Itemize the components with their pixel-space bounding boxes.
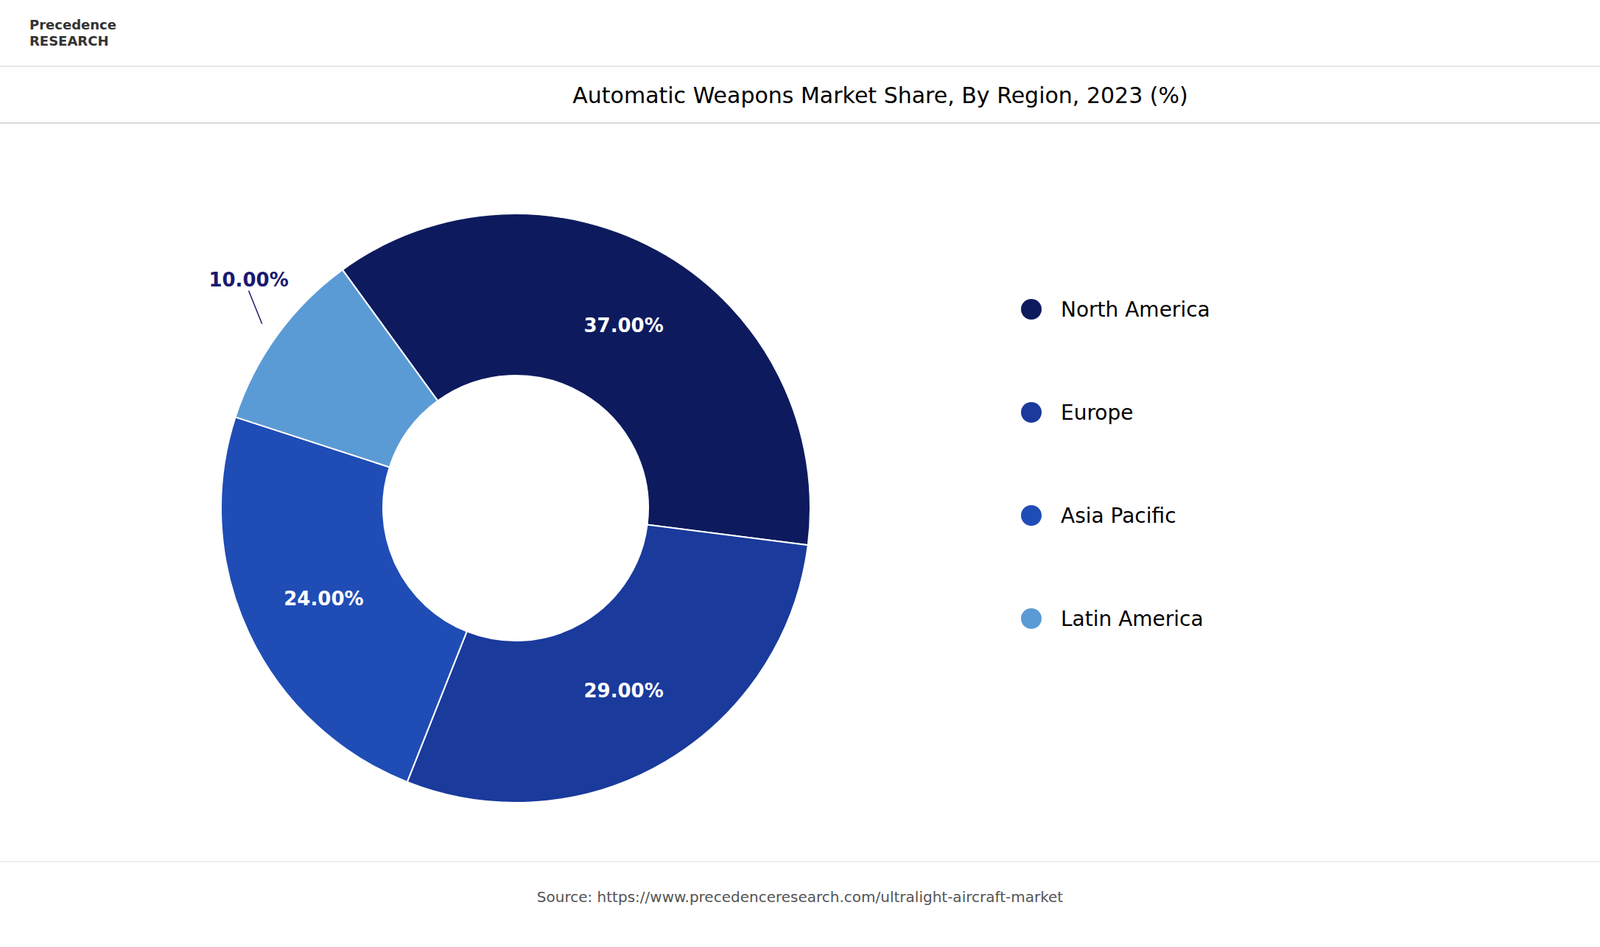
legend-label: Asia Pacific xyxy=(1060,503,1177,529)
source-text: Source: https://www.precedenceresearch.c… xyxy=(537,888,1064,907)
legend-swatch xyxy=(1020,299,1042,320)
legend-label: Latin America xyxy=(1060,606,1204,632)
data-label: 10.00% xyxy=(208,268,289,291)
background xyxy=(0,0,1600,947)
logo-text: PrecedenceRESEARCH xyxy=(29,16,117,49)
legend-label: North America xyxy=(1060,297,1211,322)
label-leader xyxy=(248,290,263,325)
data-labels: 37.00% 29.00% 24.00% 10.00% xyxy=(208,268,663,703)
data-label: 37.00% xyxy=(583,314,663,337)
legend: North America Europe Asia Pacific Latin Ame… xyxy=(1020,297,1211,632)
donut-slice xyxy=(220,416,468,783)
logo-line: RESEARCH xyxy=(29,33,109,49)
legend-swatch xyxy=(1020,608,1042,630)
legend-swatch xyxy=(1020,402,1042,423)
slices xyxy=(220,213,811,803)
title-underline xyxy=(0,122,1600,124)
data-label: 29.00% xyxy=(583,679,663,703)
top-border xyxy=(0,66,1600,68)
data-label: 24.00% xyxy=(283,587,364,610)
donut-slice xyxy=(407,525,809,803)
chart-svg: PrecedenceRESEARCH Automatic Weapons Mark… xyxy=(0,0,1600,947)
donut-slice xyxy=(235,269,439,468)
chart-container: PrecedenceRESEARCH Automatic Weapons Mark… xyxy=(0,0,1600,947)
legend-label: Europe xyxy=(1060,400,1133,426)
logo-line: Precedence xyxy=(29,16,117,33)
chart-title: Automatic Weapons Market Share, By Regio… xyxy=(572,82,1188,109)
legend-swatch xyxy=(1020,505,1042,526)
bottom-border xyxy=(0,861,1600,863)
